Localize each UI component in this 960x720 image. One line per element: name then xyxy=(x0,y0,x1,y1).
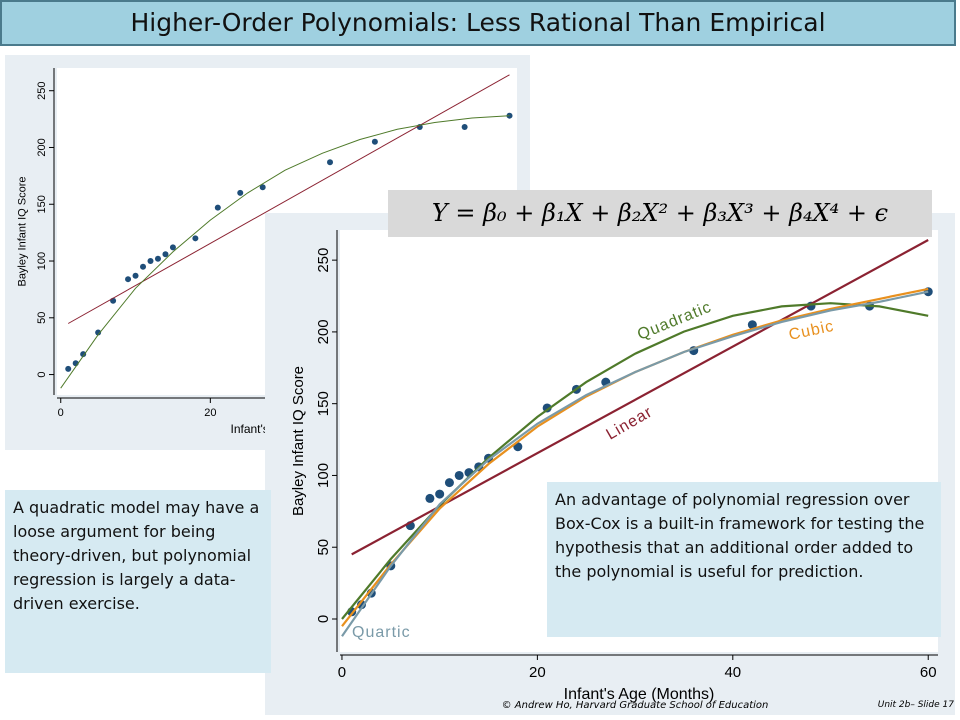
data-point xyxy=(169,244,176,251)
data-point xyxy=(65,365,72,372)
data-point xyxy=(132,272,139,279)
y-tick-label: 0 xyxy=(315,615,332,623)
y-tick-label: 200 xyxy=(36,138,48,156)
data-point xyxy=(214,204,221,211)
x-tick-label: 40 xyxy=(724,664,741,681)
y-tick-label: 250 xyxy=(315,248,332,273)
y-tick-label: 150 xyxy=(36,195,48,213)
data-point xyxy=(435,489,445,499)
data-point xyxy=(356,600,366,610)
data-point xyxy=(125,276,132,283)
y-tick-label: 100 xyxy=(315,463,332,488)
x-tick-label: 60 xyxy=(920,664,937,681)
y-tick-label: 150 xyxy=(315,391,332,416)
data-point xyxy=(454,470,464,480)
data-point xyxy=(747,320,757,330)
data-point xyxy=(140,263,147,270)
y-tick-label: 50 xyxy=(36,312,48,324)
y-tick-label: 50 xyxy=(315,539,332,556)
data-point xyxy=(371,138,378,145)
x-tick-label: 0 xyxy=(58,407,64,419)
slide-number: Unit 2b– Slide 17 xyxy=(877,700,954,710)
chart: 0 50 100 150 200 250 0 20 40 60 Infant's Age (Mont… xyxy=(265,213,955,715)
data-point xyxy=(192,235,199,242)
y-axis-label: Bayley Infant IQ Score xyxy=(17,176,29,286)
fit-line xyxy=(60,115,510,389)
y-tick-label: 200 xyxy=(315,319,332,344)
data-point xyxy=(95,329,102,336)
data-point xyxy=(506,112,513,119)
fit-line xyxy=(341,290,929,637)
data-point xyxy=(154,255,161,262)
data-point xyxy=(425,493,435,503)
equation: Y = β₀ + β₁X + β₂X² + β₃X³ + β₄X⁴ + ϵ xyxy=(388,190,932,237)
left-note: A quadratic model may have a loose argum… xyxy=(5,490,271,673)
x-tick-label: 20 xyxy=(529,664,546,681)
y-tick-label: 100 xyxy=(36,252,48,270)
y-tick-label: 0 xyxy=(36,372,48,378)
data-point xyxy=(80,351,87,358)
x-tick-label: 0 xyxy=(338,664,346,681)
data-point xyxy=(461,124,468,131)
curve-label: Quartic xyxy=(352,624,411,641)
y-axis-label: Bayley Infant IQ Score xyxy=(290,366,307,516)
data-point xyxy=(147,258,154,265)
data-point xyxy=(259,184,266,191)
footer: © Andrew Ho, Harvard Graduate School of … xyxy=(501,700,769,711)
y-tick-label: 250 xyxy=(36,82,48,100)
x-axis-label: Infant's Age (Months) xyxy=(564,686,715,703)
slide-title: Higher-Order Polynomials: Less Rational … xyxy=(0,0,956,46)
data-point xyxy=(327,159,334,166)
data-point xyxy=(237,189,244,196)
x-tick-label: 20 xyxy=(204,407,216,419)
right-note: An advantage of polynomial regression ov… xyxy=(547,482,941,637)
data-point xyxy=(162,251,169,258)
data-point xyxy=(444,478,454,488)
